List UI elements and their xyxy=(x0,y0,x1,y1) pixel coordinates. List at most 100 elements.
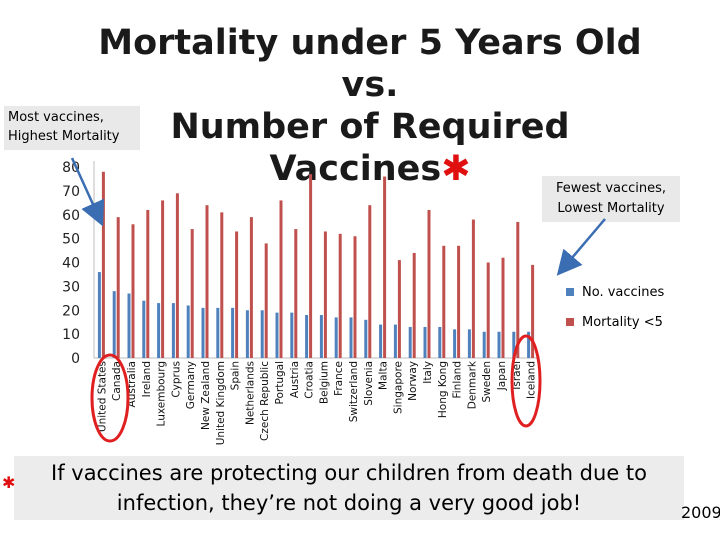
bar-mortality xyxy=(279,200,283,358)
bar-vaccines xyxy=(201,307,205,358)
annotations xyxy=(70,157,606,443)
x-tick-label: Finland xyxy=(452,361,464,399)
x-tick-label: Japan xyxy=(496,361,508,391)
y-tick-label: 30 xyxy=(62,279,80,295)
bar-mortality xyxy=(294,229,298,358)
x-tick-label: Ireland xyxy=(141,361,153,397)
bar-vaccines xyxy=(467,329,471,358)
x-tick-label: Italy xyxy=(422,361,434,384)
x-tick-label: Canada xyxy=(111,361,123,401)
highlight-circle-united-states xyxy=(90,353,130,443)
bar-vaccines xyxy=(157,303,161,358)
x-tick-label: New Zealand xyxy=(200,361,212,430)
bar-vaccines xyxy=(112,291,116,358)
bar-vaccines xyxy=(319,315,323,358)
conclusion-text: If vaccines are protecting our children … xyxy=(14,456,684,520)
bar-mortality xyxy=(516,221,520,358)
bar-vaccines xyxy=(393,324,397,358)
title-asterisk-icon: ✱ xyxy=(441,149,471,189)
x-tick-label: Iceland xyxy=(526,361,538,399)
bar-mortality xyxy=(205,205,209,358)
x-tick-label: Malta xyxy=(378,361,390,390)
y-tick-label: 10 xyxy=(62,327,80,343)
y-tick-label: 40 xyxy=(62,256,80,272)
x-tick-label: France xyxy=(333,361,345,396)
y-tick-label: 60 xyxy=(62,208,80,224)
bar-mortality xyxy=(101,171,105,358)
bar-vaccines xyxy=(364,319,368,358)
bar-mortality xyxy=(383,176,387,358)
bar-mortality xyxy=(412,252,416,358)
bar-vaccines xyxy=(453,329,457,358)
callout-fewest-vaccines: Fewest vaccines, Lowest Mortality xyxy=(542,176,680,222)
bar-vaccines xyxy=(290,312,294,358)
bar-vaccines xyxy=(305,315,309,358)
x-tick-label: Belgium xyxy=(318,361,330,404)
x-axis-labels: United States Canada Australia Ireland Luxem… xyxy=(96,360,537,445)
x-tick-label: Spain xyxy=(230,361,242,390)
bar-mortality xyxy=(486,262,490,358)
bar-vaccines xyxy=(497,331,501,358)
bar-mortality xyxy=(471,219,475,358)
bar-vaccines xyxy=(334,317,338,358)
bar-vaccines xyxy=(171,303,175,358)
y-tick-label: 20 xyxy=(62,303,80,319)
bar-mortality xyxy=(131,224,135,358)
bar-mortality xyxy=(323,231,327,358)
bar-mortality xyxy=(264,243,268,358)
legend: No. vaccines Mortality <5 xyxy=(566,282,664,342)
legend-label-mortality: Mortality <5 xyxy=(582,314,663,330)
legend-item-vaccines: No. vaccines xyxy=(566,282,664,302)
bar-mortality xyxy=(235,231,239,358)
arrow-left-icon xyxy=(70,157,105,227)
bar-mortality xyxy=(190,229,194,358)
x-tick-label: Hong Kong xyxy=(437,361,449,418)
bar-vaccines xyxy=(216,307,220,358)
bars xyxy=(97,171,535,358)
x-tick-label: Switzerland xyxy=(348,361,360,422)
bar-mortality xyxy=(161,200,165,358)
x-tick-label: Czech Republic xyxy=(259,361,271,441)
legend-swatch-vaccines xyxy=(566,288,574,296)
bar-vaccines xyxy=(245,310,249,358)
x-tick-label: Sweden xyxy=(481,361,493,403)
bar-mortality xyxy=(457,245,461,358)
bar-mortality xyxy=(309,174,313,358)
y-tick-label: 70 xyxy=(62,184,80,200)
x-tick-label: Luxembourg xyxy=(156,361,168,426)
bar-vaccines xyxy=(379,324,383,358)
title-line-1: Mortality under 5 Years Old vs. xyxy=(98,23,642,105)
bar-mortality xyxy=(397,260,401,358)
title-line-2-text: Number of Required Vaccines xyxy=(170,107,570,189)
bar-mortality xyxy=(175,193,179,358)
bar-vaccines xyxy=(349,317,353,358)
x-tick-label: Portugal xyxy=(274,361,286,405)
bar-vaccines xyxy=(438,326,442,358)
x-tick-label: Slovenia xyxy=(363,361,375,406)
bar-vaccines xyxy=(97,272,101,358)
y-tick-label: 0 xyxy=(71,351,80,367)
bar-mortality xyxy=(531,264,535,358)
bar-vaccines xyxy=(127,293,131,358)
x-tick-label: Norway xyxy=(407,361,419,401)
x-tick-label: Cyprus xyxy=(170,361,182,398)
footnote-asterisk-icon: ✱ xyxy=(2,473,16,492)
bar-vaccines xyxy=(512,331,516,358)
bar-vaccines xyxy=(186,305,190,358)
bar-vaccines xyxy=(527,331,531,358)
arrow-right-icon xyxy=(556,218,606,276)
callout-most-vaccines: Most vaccines, Highest Mortality xyxy=(4,106,140,150)
legend-label-vaccines: No. vaccines xyxy=(582,284,665,300)
highlight-circle-iceland xyxy=(510,334,542,428)
legend-swatch-mortality xyxy=(566,318,574,326)
bar-mortality xyxy=(220,212,224,358)
bar-vaccines xyxy=(231,307,235,358)
bar-vaccines xyxy=(423,326,427,358)
bar-mortality xyxy=(116,217,120,358)
bar-mortality xyxy=(353,236,357,358)
bar-mortality xyxy=(501,257,505,358)
x-tick-label: Germany xyxy=(185,361,197,409)
x-tick-label: Austria xyxy=(289,361,301,398)
